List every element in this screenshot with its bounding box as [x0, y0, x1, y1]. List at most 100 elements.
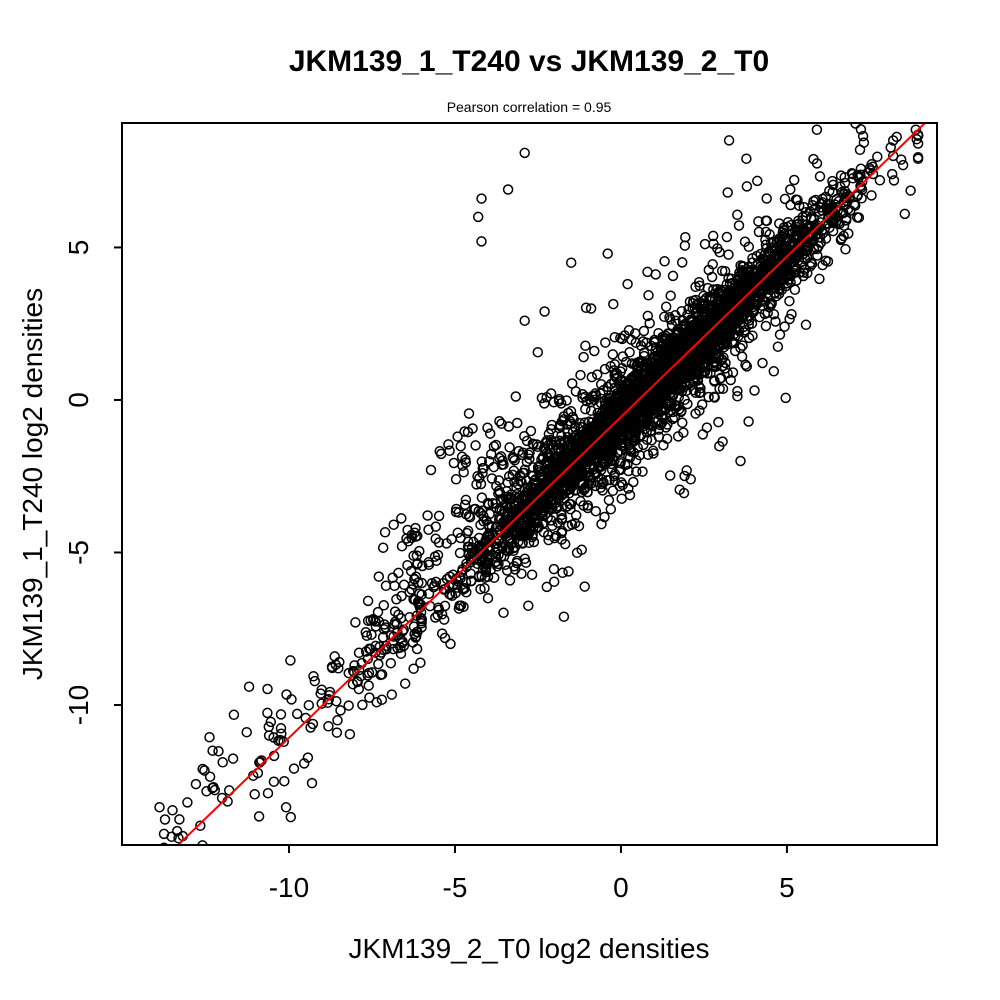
data-point: [827, 179, 839, 191]
data-point: [519, 315, 530, 326]
data-point: [774, 218, 785, 229]
data-point: [525, 425, 537, 437]
data-point: [586, 478, 597, 489]
data-point: [667, 270, 679, 282]
data-point: [586, 371, 598, 383]
data-point: [227, 753, 239, 764]
data-point: [483, 455, 495, 467]
data-point: [468, 503, 480, 515]
data-point: [207, 782, 218, 794]
data-point: [732, 391, 743, 402]
data-point: [820, 191, 831, 203]
data-point: [669, 371, 681, 382]
data-point: [423, 559, 435, 570]
data-point: [558, 611, 570, 622]
data-point: [204, 731, 215, 743]
data-point: [562, 520, 574, 532]
data-point: [684, 369, 695, 380]
data-point: [360, 627, 372, 638]
data-point: [776, 274, 787, 286]
data-point: [527, 438, 539, 449]
data-point: [628, 476, 639, 488]
data-point: [773, 288, 785, 300]
data-point: [388, 519, 399, 530]
data-point: [462, 525, 474, 537]
data-point: [689, 372, 701, 383]
data-point: [650, 345, 661, 356]
data-point: [285, 655, 296, 666]
data-point: [670, 315, 681, 326]
data-point: [827, 175, 838, 187]
data-point: [472, 470, 483, 482]
data-point: [755, 285, 766, 296]
data-point: [500, 522, 512, 534]
data-point: [560, 472, 572, 484]
data-point: [793, 255, 804, 266]
data-point: [458, 466, 469, 478]
data-point: [632, 360, 643, 371]
data-point: [511, 482, 522, 494]
data-point: [703, 391, 714, 403]
data-point: [798, 270, 809, 282]
data-point: [838, 220, 850, 231]
data-point: [679, 470, 690, 482]
data-point: [569, 518, 581, 529]
data-point: [362, 670, 373, 681]
data-point: [774, 233, 785, 244]
data-point: [508, 561, 520, 572]
data-point: [676, 257, 688, 268]
data-point: [562, 419, 573, 430]
data-point: [723, 135, 735, 146]
data-point: [159, 814, 171, 825]
data-point: [709, 392, 720, 403]
data-point: [174, 814, 185, 825]
data-point: [799, 225, 811, 236]
data-point: [800, 207, 811, 218]
data-point: [647, 445, 659, 457]
data-point: [806, 258, 818, 270]
data-point: [811, 220, 823, 231]
data-point: [576, 544, 587, 556]
data-point: [396, 590, 407, 602]
data-point: [836, 233, 847, 244]
data-point: [768, 266, 780, 278]
data-point: [352, 676, 363, 688]
data-point: [722, 187, 733, 198]
data-point: [154, 801, 165, 813]
data-point: [380, 580, 392, 592]
data-point: [599, 363, 611, 375]
data-point: [535, 501, 547, 513]
data-point: [561, 395, 572, 406]
data-point: [459, 499, 471, 510]
data-point: [709, 352, 720, 364]
data-point: [395, 642, 406, 653]
data-point: [857, 130, 869, 142]
data-point: [326, 662, 338, 674]
data-point: [609, 455, 620, 466]
data-point: [415, 607, 427, 618]
data-point: [806, 213, 817, 225]
data-point: [519, 430, 530, 442]
data-point: [460, 494, 472, 506]
data-point: [197, 840, 208, 845]
data-point: [812, 250, 823, 261]
data-point: [706, 301, 718, 313]
data-point: [848, 199, 860, 210]
data-point: [681, 465, 692, 476]
y-tick-label: 5: [63, 240, 94, 256]
data-point: [665, 354, 676, 365]
data-point: [217, 757, 228, 768]
data-point: [488, 441, 500, 452]
data-point: [548, 576, 560, 587]
data-point: [613, 446, 624, 458]
data-point: [197, 763, 208, 775]
data-point: [228, 709, 240, 721]
data-point: [687, 297, 699, 309]
data-point: [814, 273, 825, 285]
data-point: [545, 434, 557, 446]
data-point: [458, 601, 469, 613]
data-point: [768, 309, 780, 320]
data-point: [288, 763, 300, 774]
